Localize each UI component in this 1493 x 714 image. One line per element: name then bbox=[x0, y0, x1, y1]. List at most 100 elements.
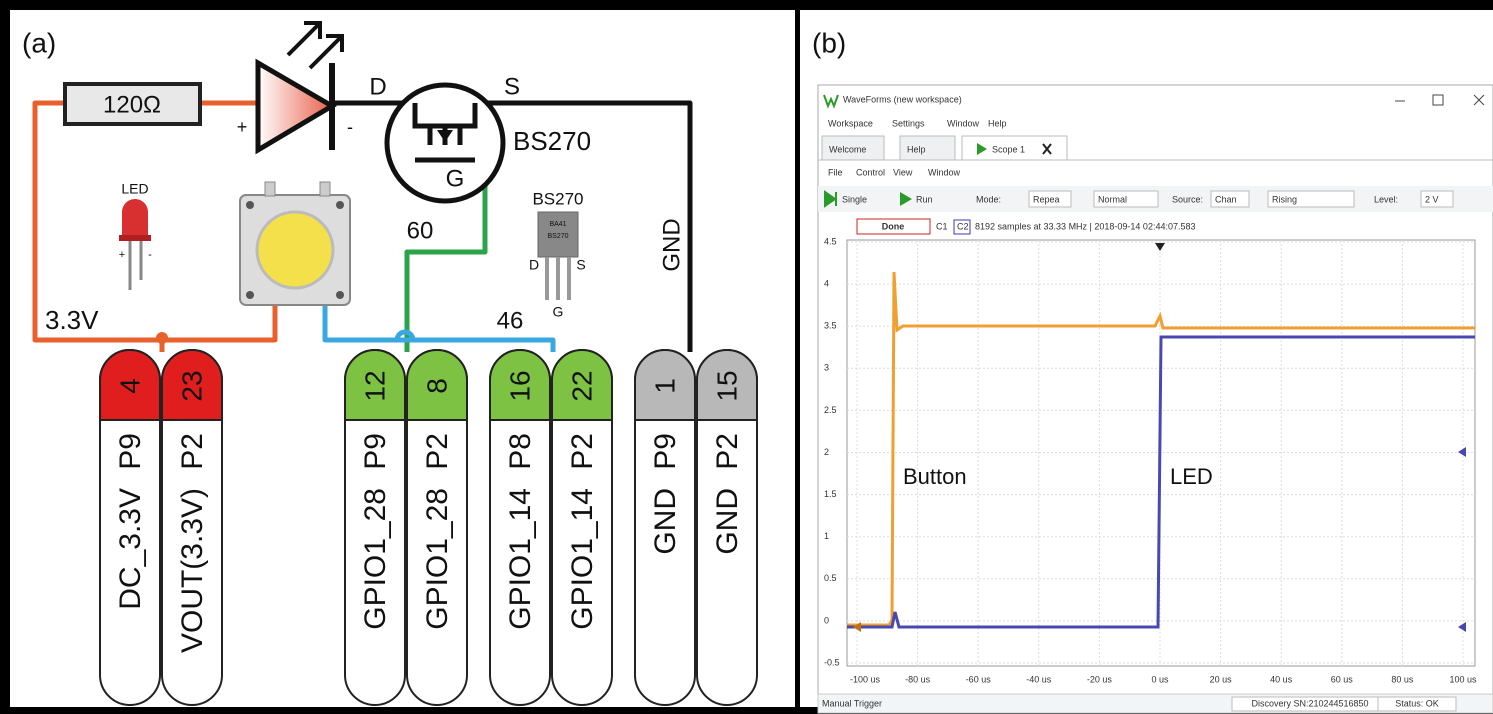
pin-number: 22 bbox=[566, 370, 597, 401]
pin-name: GND bbox=[711, 488, 744, 555]
pin-number: 12 bbox=[359, 370, 390, 401]
submenu-item: View bbox=[893, 167, 913, 177]
pin-number: 8 bbox=[421, 378, 452, 394]
wire-label: 46 bbox=[497, 307, 524, 334]
toolbar-item: Level: bbox=[1374, 194, 1398, 204]
pin-name: GND bbox=[649, 488, 682, 555]
led-minus: - bbox=[347, 117, 353, 137]
package-name: BS270 bbox=[532, 189, 583, 208]
panel-label: (a) bbox=[22, 27, 56, 58]
wire-label: 3.3V bbox=[45, 305, 99, 335]
pin-name: DC_3.3V bbox=[114, 488, 147, 610]
pin-header: P2 bbox=[176, 433, 209, 470]
resistor-label: 120Ω bbox=[103, 91, 161, 118]
led-icon bbox=[122, 199, 148, 237]
toolbar-item: Chan bbox=[1215, 194, 1237, 204]
channel: C2 bbox=[957, 221, 969, 231]
led-plus: + bbox=[237, 117, 248, 137]
x-tick: -20 us bbox=[1087, 674, 1113, 684]
y-tick: -0.5 bbox=[824, 657, 840, 667]
button-screw bbox=[246, 291, 254, 299]
button-leg bbox=[320, 182, 330, 196]
x-tick: -100 us bbox=[850, 674, 881, 684]
trace-label: Button bbox=[903, 464, 967, 489]
button-screw bbox=[246, 201, 254, 209]
status-item: Manual Trigger bbox=[822, 698, 882, 708]
y-tick: 4.5 bbox=[824, 236, 837, 246]
junction bbox=[156, 332, 168, 344]
pin-header: P9 bbox=[359, 433, 392, 470]
trace-label: LED bbox=[1170, 464, 1213, 489]
pin-number: 4 bbox=[114, 378, 145, 394]
toolbar-item: Source: bbox=[1172, 194, 1203, 204]
x-tick: 60 us bbox=[1331, 674, 1354, 684]
y-tick: 0 bbox=[824, 615, 829, 625]
mosfet-gate: G bbox=[446, 165, 465, 192]
led-icon-label: LED bbox=[121, 181, 148, 197]
pin-header: P9 bbox=[649, 433, 682, 470]
toolbar-item: Run bbox=[916, 194, 933, 204]
button-screw bbox=[336, 201, 344, 209]
package-pin: S bbox=[576, 257, 585, 273]
tab-label: Scope 1 bbox=[992, 144, 1025, 154]
panel-label: (b) bbox=[812, 27, 846, 58]
pin-number: 15 bbox=[711, 370, 742, 401]
tab-label: Help bbox=[907, 144, 926, 154]
pin-number: 16 bbox=[504, 370, 535, 401]
menu-item: Window bbox=[947, 118, 980, 128]
channel: C1 bbox=[936, 221, 948, 231]
package-mark: BS270 bbox=[547, 233, 568, 240]
mosfet-drain: D bbox=[369, 73, 386, 100]
status-item: Status: OK bbox=[1395, 698, 1439, 708]
y-tick: 2.5 bbox=[824, 405, 837, 415]
led-icon-minus: - bbox=[148, 249, 152, 261]
menu-item: Help bbox=[988, 118, 1007, 128]
toolbar-item: 2 V bbox=[1425, 194, 1439, 204]
submenu-item: File bbox=[828, 167, 843, 177]
info: 8192 samples at 33.33 MHz | 2018-09-14 0… bbox=[975, 221, 1196, 231]
tab-label: Welcome bbox=[829, 144, 866, 154]
x-tick: 80 us bbox=[1391, 674, 1414, 684]
pin-header: P9 bbox=[114, 433, 147, 470]
x-tick: -60 us bbox=[966, 674, 992, 684]
page: {"panel_a": { "label": "(a)", "resistor"… bbox=[0, 0, 1493, 714]
x-tick: 100 us bbox=[1449, 674, 1477, 684]
pin-header: P2 bbox=[711, 433, 744, 470]
mosfet-source: S bbox=[504, 73, 520, 100]
button-cap bbox=[257, 212, 333, 288]
status-item: Discovery SN:210244516850 bbox=[1251, 698, 1368, 708]
toolbar-item: Repea bbox=[1033, 194, 1060, 204]
x-tick: 40 us bbox=[1270, 674, 1293, 684]
pin-name: VOUT(3.3V) bbox=[176, 488, 209, 653]
pin-name: GPIO1_28 bbox=[421, 488, 454, 630]
y-tick: 2 bbox=[824, 447, 829, 457]
menu-item: Settings bbox=[892, 118, 925, 128]
toolbar-item: Normal bbox=[1098, 194, 1127, 204]
toolbar-item: Mode: bbox=[976, 194, 1001, 204]
y-tick: 3 bbox=[824, 363, 829, 373]
menu-item: Workspace bbox=[828, 118, 873, 128]
pin-name: GPIO1_28 bbox=[359, 488, 392, 630]
y-tick: 0.5 bbox=[824, 573, 837, 583]
pin-name: GPIO1_14 bbox=[504, 488, 537, 630]
submenu-item: Control bbox=[856, 167, 885, 177]
toolbar-item: Rising bbox=[1272, 194, 1297, 204]
y-tick: 4 bbox=[824, 278, 829, 288]
figure: (a)120Ω+-DSGBS270LED+-BS270BA41BS270DSG3… bbox=[0, 0, 1493, 714]
x-tick: 0 us bbox=[1151, 674, 1169, 684]
pin-name: GPIO1_14 bbox=[566, 488, 599, 630]
pin-number: 23 bbox=[176, 370, 207, 401]
package-pin: D bbox=[529, 257, 539, 273]
submenu-item: Window bbox=[928, 167, 961, 177]
pin-number: 1 bbox=[649, 378, 680, 394]
state: Done bbox=[882, 221, 905, 231]
button-leg bbox=[265, 182, 275, 196]
wire-label: GND bbox=[658, 218, 685, 271]
wire-label: 60 bbox=[407, 217, 434, 244]
pin-header: P2 bbox=[421, 433, 454, 470]
mosfet-name: BS270 bbox=[513, 126, 591, 156]
package-pin: G bbox=[553, 304, 564, 320]
x-tick: -80 us bbox=[905, 674, 931, 684]
pin-header: P2 bbox=[566, 433, 599, 470]
toolbar-item: Single bbox=[842, 194, 867, 204]
